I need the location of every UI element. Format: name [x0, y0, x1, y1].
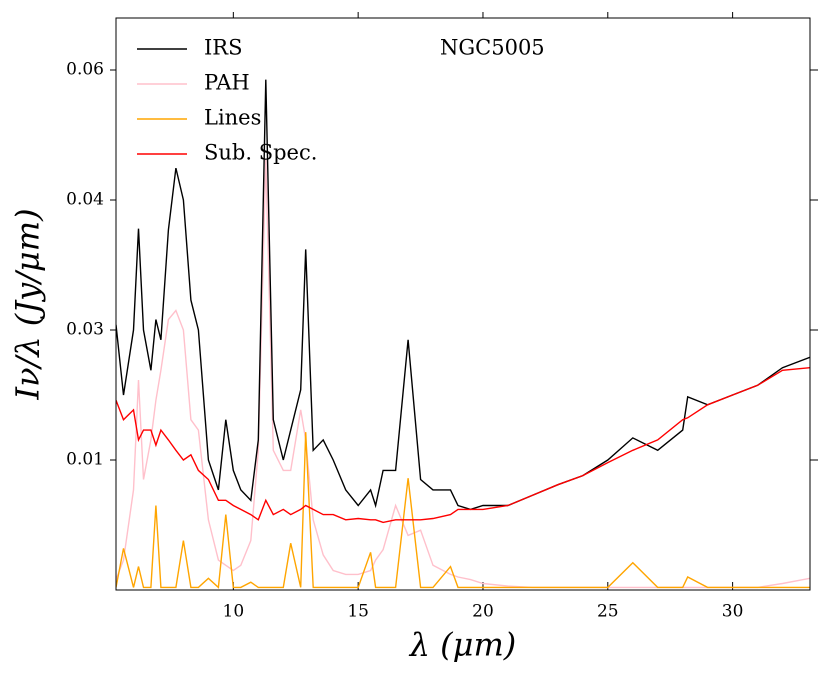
series-line: [116, 159, 810, 589]
x-tick-label: 10: [223, 602, 245, 622]
plot-frame: [115, 17, 811, 591]
y-axis-label: Iν/λ (Jy/μm): [9, 208, 47, 400]
series-line: [116, 432, 810, 589]
series-line: [116, 367, 810, 524]
x-tick-label: 15: [347, 602, 369, 622]
x-tick-label: 20: [472, 602, 494, 622]
y-tick-label: 0.01: [66, 450, 104, 470]
legend-label: PAH: [204, 71, 250, 95]
x-tick-label: 30: [722, 602, 744, 622]
y-tick-label: 0.03: [66, 320, 104, 340]
series-line: [116, 79, 810, 511]
x-axis-label: λ (μm): [408, 626, 517, 664]
x-tick-label: 25: [597, 602, 619, 622]
legend-label: Lines: [204, 106, 261, 130]
chart-title: NGC5005: [440, 36, 545, 60]
y-tick-label: 0.06: [66, 60, 104, 80]
legend-label: Sub. Spec.: [204, 141, 317, 165]
legend-label: IRS: [204, 36, 243, 60]
y-tick-label: 0.04: [66, 190, 104, 210]
